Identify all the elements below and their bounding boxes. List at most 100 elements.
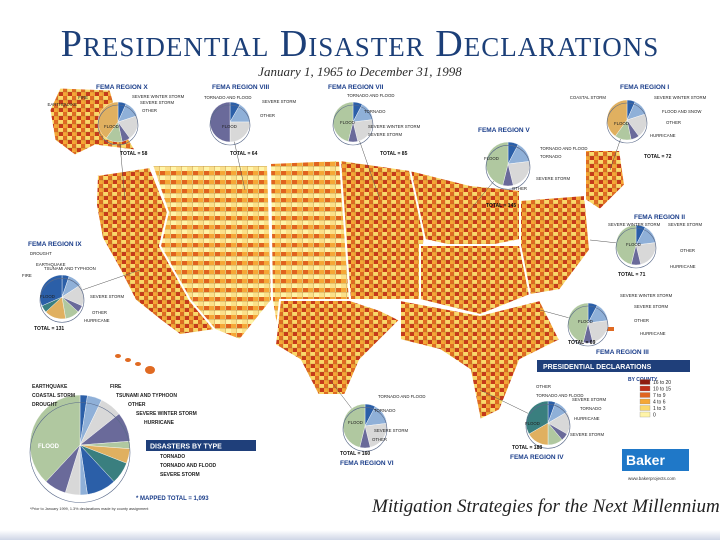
region-ix-total: TOTAL = 131: [34, 326, 64, 332]
region-ii-label: FEMA REGION II: [634, 214, 685, 221]
pie-label: HURRICANE: [84, 318, 110, 323]
pie-label: SEVERE STORM: [536, 176, 570, 181]
footnote: *Prior to January 1999, 1.3% declaration…: [30, 507, 149, 511]
new-england: [584, 149, 627, 212]
pie-label: TORNADO AND FLOOD: [540, 146, 587, 151]
legend-swatch: [639, 385, 651, 392]
region-i-pie: [606, 99, 648, 144]
region-iii-total: TOTAL = 69: [568, 340, 596, 346]
region-vii-pie: [332, 101, 374, 146]
region-iv-total: TOTAL = 188: [512, 445, 542, 451]
pie-label: FLOOD: [614, 121, 629, 126]
pie-label: HURRICANE: [640, 331, 666, 336]
page-title: Presidential Disaster Declarations: [60, 23, 660, 65]
region-iii-pie: [567, 302, 609, 347]
region-ix-pie: [39, 274, 85, 323]
pie-label: SEVERE WINTER STORM: [132, 94, 185, 99]
region-x-pie: [97, 101, 139, 146]
baker-logo: [622, 449, 689, 471]
mapped-total: * MAPPED TOTAL = 1,093: [136, 496, 209, 502]
pie-label: FLOOD: [525, 421, 540, 426]
national-label: SEVERE WINTER STORM: [136, 411, 197, 417]
region-iv-label: FEMA REGION IV: [510, 454, 564, 461]
pie-label: FLOOD AND SNOW: [662, 109, 702, 114]
south-central: [419, 244, 532, 317]
pie-label: SEVERE STORM: [634, 304, 668, 309]
region-vii-total: TOTAL = 85: [380, 151, 408, 157]
pie-label: FLOOD: [222, 124, 237, 129]
region-iii-label: FEMA REGION III: [596, 349, 649, 356]
national-label: HURRICANE: [144, 420, 175, 426]
region-x-label: FEMA REGION X: [96, 84, 148, 91]
legend-class: 4 to 6: [653, 400, 666, 406]
pie-label: OTHER: [260, 113, 275, 118]
pie-label: SEVERE STORM: [90, 294, 124, 299]
region-ii-pie: [615, 224, 657, 269]
national-label: DROUGHT: [32, 402, 57, 408]
pie-label: TORNADO: [364, 109, 386, 114]
national-pie-slices: [29, 394, 131, 503]
pie-label: EARTHQUAKE: [47, 102, 77, 107]
legend-band: [537, 360, 690, 372]
national-label: TSUNAMI AND TYPHOON: [116, 393, 177, 399]
pie-label: SEVERE WINTER STORM: [368, 124, 421, 129]
legend-class: 10 to 15: [653, 387, 671, 393]
national-label: FLOOD: [38, 444, 60, 450]
legend-class: 1 to 3: [653, 406, 666, 412]
baker-url: www.bakerprojects.com: [628, 476, 676, 481]
pie-label: FLOOD: [578, 319, 593, 324]
pie-label: SEVERE WINTER STORM: [608, 222, 661, 227]
legend-swatch: [639, 379, 651, 385]
pie-label: SEVERE STORM: [140, 100, 174, 105]
pie-label: OTHER: [536, 384, 551, 389]
legend-swatch: [639, 392, 651, 398]
region-vii-label: FEMA REGION VII: [328, 84, 384, 91]
region-ix-label: FEMA REGION IX: [28, 241, 82, 248]
pie-label: SEVERE STORM: [668, 222, 702, 227]
pie-slice: [606, 99, 628, 137]
legend-swatch: [639, 405, 651, 411]
region-v-label: FEMA REGION V: [478, 127, 530, 134]
pie-label: EARTHQUAKE: [36, 262, 66, 267]
pie-label: TSUNAMI AND TYPHOON: [44, 266, 96, 271]
region-iv-pie: [525, 400, 571, 449]
national-label: TORNADO AND FLOOD: [160, 463, 216, 469]
pie-label: TORNADO AND FLOOD: [204, 95, 251, 100]
region-ii-total: TOTAL = 71: [618, 272, 646, 278]
pie-slice: [507, 161, 531, 186]
disasters-band: [146, 440, 256, 451]
legend-class: 0: [653, 413, 656, 419]
national-pie: [29, 394, 131, 503]
mountain-states: [150, 164, 274, 342]
legend-class: 16 to 20: [653, 380, 671, 386]
pie-label: FLOOD: [104, 124, 119, 129]
national-label: OTHER: [128, 402, 146, 408]
pie-label: SEVERE STORM: [262, 99, 296, 104]
pie-label: OTHER: [92, 310, 107, 315]
pie-label: OTHER: [666, 120, 681, 125]
region-viii-pie: [209, 101, 251, 146]
region-v-total: TOTAL = 145: [486, 203, 516, 209]
pie-label: OTHER: [512, 186, 527, 191]
region-viii-total: TOTAL = 64: [230, 151, 258, 157]
pie-label: OTHER: [372, 437, 387, 442]
pie-label: TORNADO: [580, 406, 602, 411]
legend-class: 7 to 9: [653, 393, 666, 399]
pie-label: COASTAL STORM: [570, 95, 607, 100]
region-x-total: TOTAL = 58: [120, 151, 148, 157]
pie-label: FIRE: [78, 95, 88, 100]
pie-label: OTHER: [680, 248, 695, 253]
hawaii: [115, 354, 155, 374]
pie-label: SEVERE STORM: [368, 132, 402, 137]
pie-label: OTHER: [142, 108, 157, 113]
texas-gulf: [273, 299, 402, 396]
southeast: [399, 298, 562, 422]
pie-slice: [364, 423, 388, 448]
national-labels: EARTHQUAKE FIRE COASTAL STORM TSUNAMI AND T…: [32, 384, 216, 478]
pie-label: HURRICANE: [574, 416, 600, 421]
pie-label: FLOOD: [40, 294, 55, 299]
pie-slice: [39, 274, 63, 307]
legend: PRESIDENTIAL DECLARATIONS BY COUNTY 16 t…: [537, 360, 690, 419]
legend-heading: PRESIDENTIAL DECLARATIONS: [543, 364, 652, 371]
